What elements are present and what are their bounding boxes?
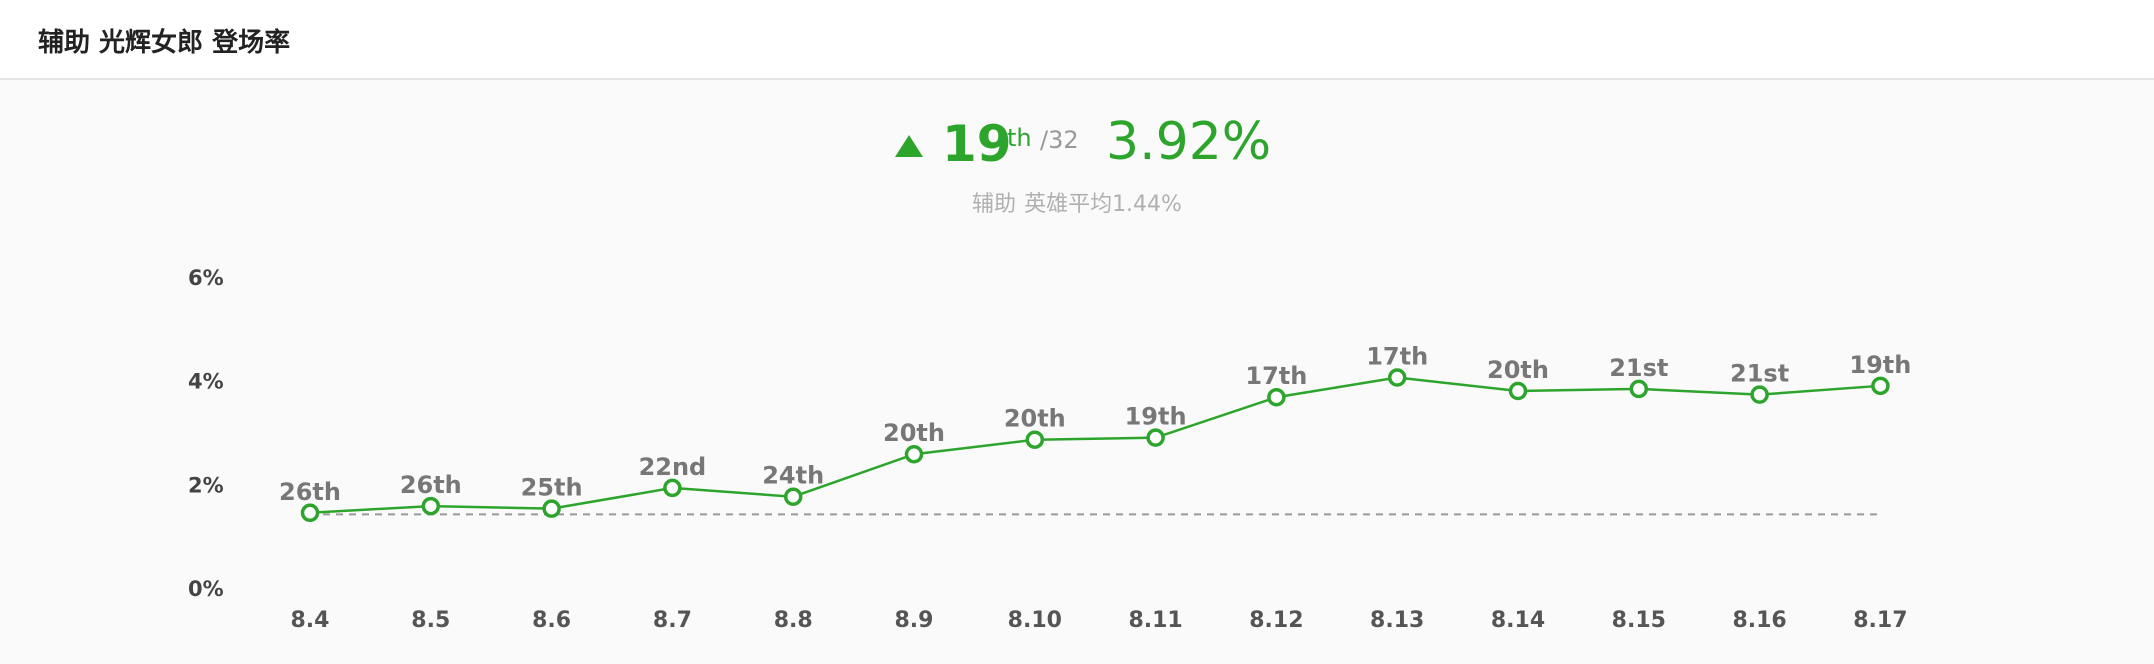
point-rank-label: 20th [1487, 356, 1549, 384]
rank-suffix: th [1007, 124, 1032, 152]
rank-summary: 19 th /32 3.92% [0, 110, 2154, 180]
rank-total: /32 [1040, 126, 1079, 154]
x-tick-label: 8.11 [1128, 608, 1182, 633]
x-tick-label: 8.9 [895, 608, 934, 633]
x-axis: 8.4 8.5 8.6 8.7 8.8 8.9 8.10 8.11 8.12 8.13 8.14 8.… [291, 608, 1908, 633]
point-rank-label: 19th [1849, 351, 1911, 379]
pick-rate-value: 3.92% [1106, 112, 1272, 172]
x-tick-label: 8.8 [774, 608, 813, 633]
role-average-role: 辅助 [972, 192, 1017, 217]
y-tick-label: 6% [188, 266, 224, 290]
x-tick-label: 8.15 [1612, 608, 1666, 633]
data-point[interactable] [783, 487, 803, 506]
rank-number: 19 [942, 115, 1012, 173]
point-rank-label: 26th [400, 471, 462, 499]
data-point[interactable] [1508, 381, 1528, 401]
x-tick-label: 8.17 [1853, 608, 1907, 633]
x-tick-label: 8.13 [1370, 608, 1424, 633]
point-labels: 26th 26th 25th 22nd 24th 20th 20th 19th 17th 17th… [279, 343, 1911, 506]
point-rank-label: 26th [279, 478, 341, 506]
y-tick-label: 2% [188, 473, 224, 497]
data-point[interactable] [1629, 379, 1649, 399]
x-tick-label: 8.7 [653, 608, 692, 633]
point-rank-label: 17th [1366, 343, 1428, 371]
data-point[interactable] [1871, 376, 1890, 396]
data-point[interactable] [904, 444, 924, 464]
point-rank-label: 24th [762, 462, 824, 490]
data-point[interactable] [300, 503, 320, 523]
point-rank-label: 17th [1245, 362, 1307, 390]
x-tick-label: 8.16 [1732, 608, 1786, 633]
point-rank-label: 20th [883, 419, 945, 447]
role-average-text: 英雄平均1.44% [1024, 192, 1182, 217]
point-rank-label: 25th [521, 474, 583, 502]
y-tick-label: 0% [188, 577, 224, 601]
x-tick-label: 8.12 [1249, 608, 1303, 633]
trend-up-icon [895, 135, 923, 157]
x-tick-label: 8.6 [532, 608, 571, 633]
data-point[interactable] [1267, 387, 1286, 407]
data-point[interactable] [421, 496, 441, 516]
data-point[interactable] [1387, 368, 1407, 387]
data-point[interactable] [1146, 428, 1165, 447]
point-rank-label: 21st [1730, 360, 1789, 388]
series-line [309, 376, 1881, 515]
point-rank-label: 20th [1004, 405, 1066, 433]
page-title: 辅助 光辉女郎 登场率 [38, 28, 291, 58]
header-bar: 辅助 光辉女郎 登场率 [0, 0, 2154, 80]
point-rank-label: 19th [1125, 403, 1187, 431]
data-points [300, 368, 1890, 523]
x-tick-label: 8.10 [1008, 608, 1062, 633]
data-point[interactable] [1750, 385, 1769, 404]
role-average: 辅助 英雄平均1.44% [0, 186, 2154, 218]
y-axis: 0% 2% 4% 6% [188, 266, 224, 601]
point-rank-label: 22nd [639, 453, 707, 481]
x-tick-label: 8.4 [291, 608, 330, 633]
x-tick-label: 8.14 [1491, 608, 1545, 633]
y-tick-label: 4% [188, 370, 224, 394]
x-tick-label: 8.5 [411, 608, 450, 633]
data-point[interactable] [663, 478, 682, 498]
data-point[interactable] [542, 499, 561, 518]
point-rank-label: 21st [1609, 354, 1668, 382]
data-point[interactable] [1025, 430, 1045, 449]
